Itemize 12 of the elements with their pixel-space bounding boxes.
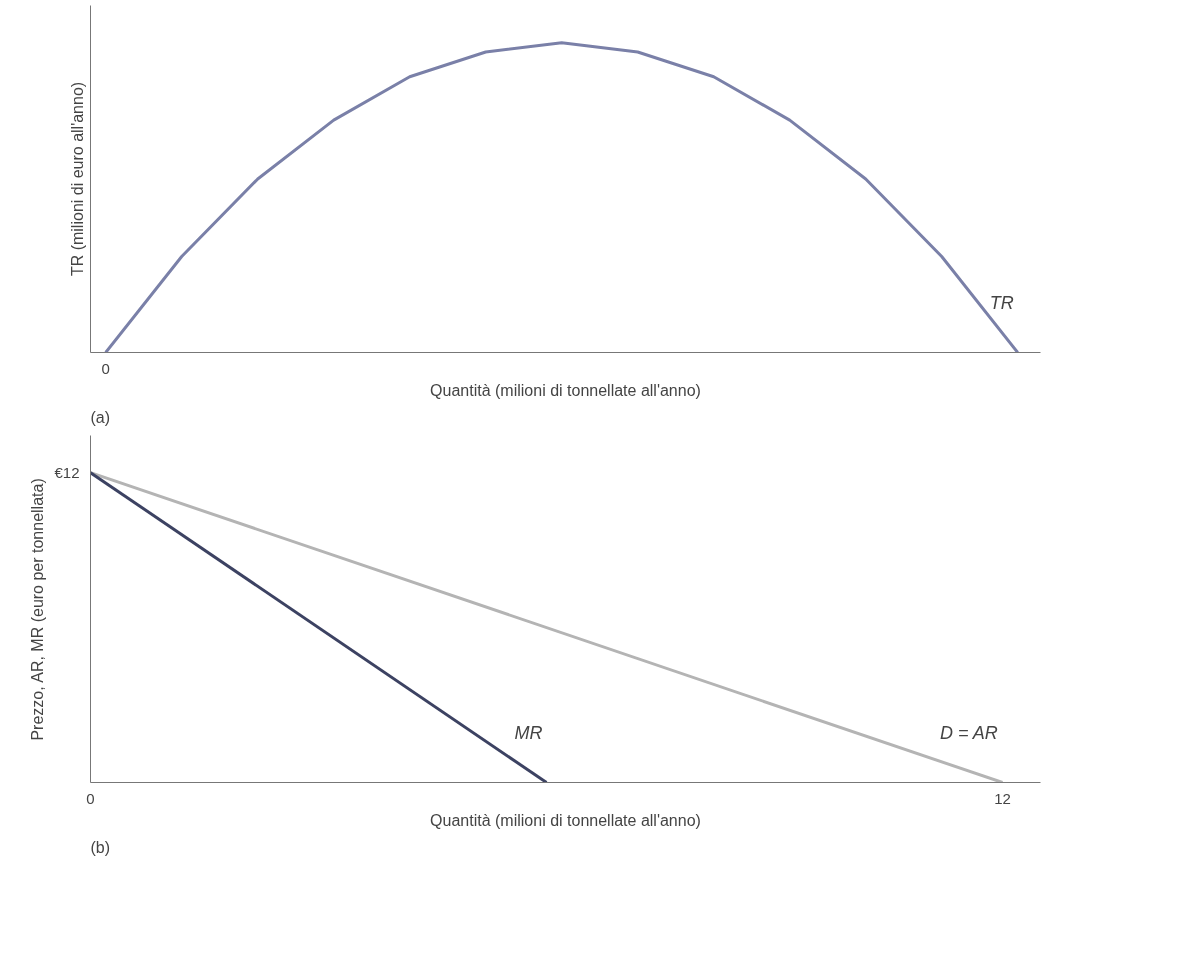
text: 0 bbox=[101, 359, 110, 377]
text: (a) bbox=[90, 408, 111, 426]
x-axis-title: Quantità (milioni di tonnellate all'anno) bbox=[430, 381, 701, 399]
y-axis-title: TR (milioni di euro all'anno) bbox=[68, 81, 86, 277]
series-label: MR bbox=[514, 722, 543, 743]
x-axis-title: Quantità (milioni di tonnellate all'anno) bbox=[430, 811, 701, 829]
series-label: D = AR bbox=[939, 722, 998, 743]
x-tick-label: 12 bbox=[994, 789, 1011, 807]
series-label: TR bbox=[989, 292, 1014, 313]
text: €12 bbox=[54, 464, 80, 482]
text: (b) bbox=[90, 838, 111, 856]
y-axis-title: Prezzo, AR, MR (euro per tonnellata) bbox=[29, 478, 47, 741]
